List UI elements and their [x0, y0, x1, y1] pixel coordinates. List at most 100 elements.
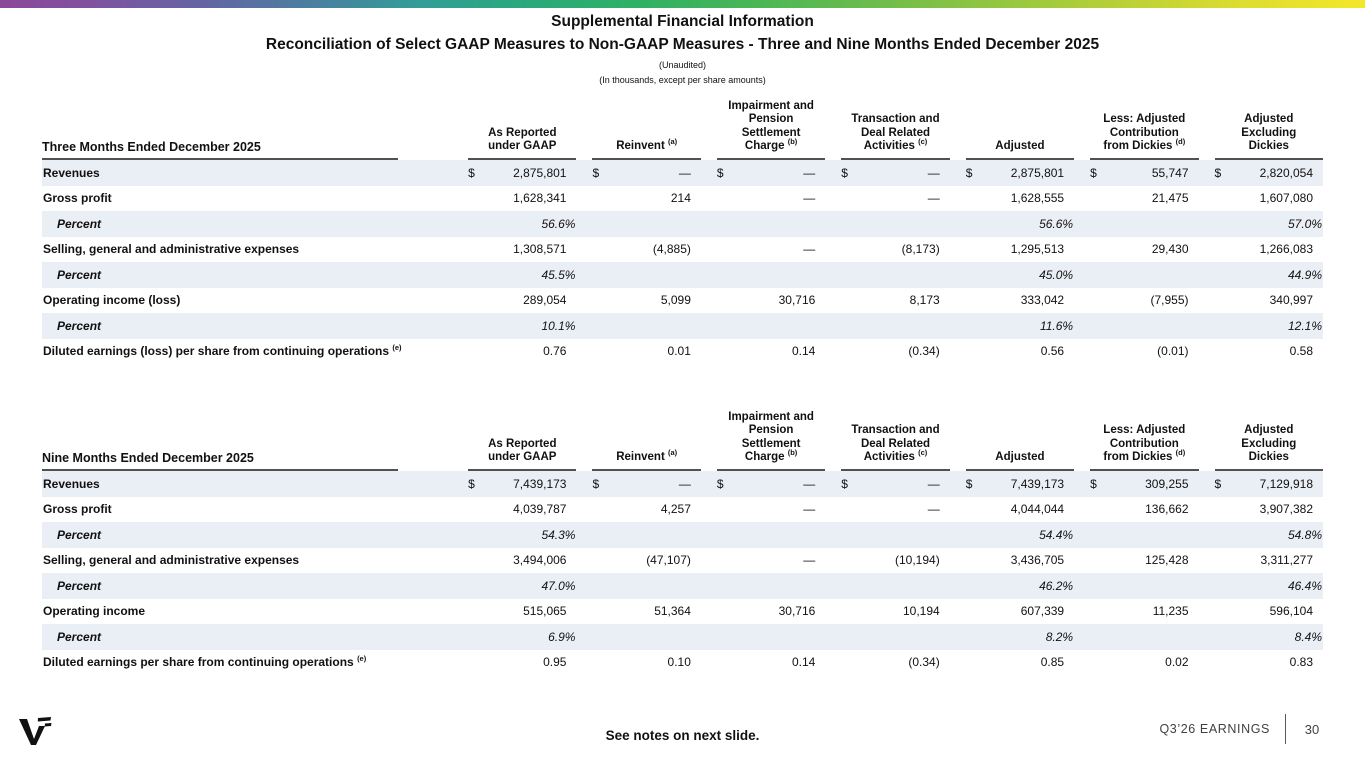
cell-value: 54.8%: [1287, 527, 1322, 542]
cell-value: $7,439,173: [965, 476, 1065, 491]
cell-value: [1074, 211, 1198, 237]
table-row: Diluted earnings per share from continui…: [42, 650, 1323, 676]
table-row: Gross profit 4,039,787 4,257 — — 4,044,044 136…: [42, 497, 1323, 523]
cell-value: [1074, 313, 1198, 339]
dollar-sign: $: [965, 476, 973, 491]
column-header: Adjusted Excluding Dickies: [1199, 96, 1323, 160]
cell-value: 5,099: [660, 293, 691, 308]
cell-value: [825, 522, 949, 548]
cell-value: 29,430: [1151, 242, 1189, 257]
cell-value: [825, 262, 949, 288]
cell-value: 47.0%: [541, 578, 576, 593]
cell-value: (0.01): [1157, 344, 1189, 359]
column-header: Transaction and Deal Related Activities (c…: [825, 96, 950, 160]
cell-value: 45.0%: [1039, 267, 1074, 282]
cell-value: 11,235: [1152, 604, 1189, 619]
cell-value: 214: [670, 191, 691, 206]
row-label: Percent: [57, 578, 102, 593]
cell-value: 10.1%: [541, 318, 576, 333]
cell-value: [701, 313, 825, 339]
row-label: Percent: [57, 318, 102, 333]
cell-value: [825, 624, 949, 650]
cell-value: —: [803, 242, 816, 257]
column-header: As Reported under GAAP: [452, 407, 577, 471]
cell-value: 1,628,341: [513, 191, 567, 206]
cell-value: 45.5%: [541, 267, 576, 282]
cell-value: 54.4%: [1039, 527, 1074, 542]
cell-value: (4,885): [652, 242, 691, 257]
cell-value: 56.6%: [541, 216, 576, 231]
table-row: Percent 47.0% 46.2% 46.4%: [42, 573, 1323, 599]
cell-value: 21,475: [1151, 191, 1189, 206]
column-header: Reinvent (a): [576, 407, 701, 471]
column-header: As Reported under GAAP: [452, 96, 577, 160]
cell-value: 0.14: [791, 344, 816, 359]
dollar-sign: $: [1090, 165, 1097, 180]
cell-value: 12.1%: [1287, 318, 1322, 333]
cell-value: 8.4%: [1294, 629, 1322, 644]
cell-value: 30,716: [778, 604, 816, 619]
table-period-header: Nine Months Ended December 2025: [42, 407, 452, 471]
see-notes-text: See notes on next slide.: [605, 728, 760, 743]
cell-value: [576, 522, 700, 548]
cell-value: 4,039,787: [513, 502, 567, 517]
cell-value: [576, 313, 700, 339]
cell-value: $2,820,054: [1214, 165, 1313, 180]
cell-value: 0.58: [1289, 344, 1313, 359]
cell-value: —: [927, 191, 940, 206]
cell-value: 0.83: [1289, 655, 1313, 670]
cell-value: 3,311,277: [1260, 553, 1314, 568]
cell-value: $ —: [716, 476, 816, 491]
cell-value: [701, 573, 825, 599]
table-row: Diluted earnings (loss) per share from c…: [42, 339, 1323, 365]
cell-value: $ —: [841, 165, 940, 180]
cell-value: [1074, 573, 1198, 599]
table-row: Percent 10.1% 11.6% 12.1%: [42, 313, 1323, 339]
footer-right: Q3’26 EARNINGS 30: [1159, 713, 1323, 745]
cell-value: (47,107): [646, 553, 691, 568]
cell-value: $309,255: [1090, 476, 1189, 491]
cell-value: 8.2%: [1045, 629, 1074, 644]
row-label: Gross profit: [43, 502, 112, 517]
cell-value: 289,054: [523, 293, 567, 308]
cell-value: 46.4%: [1287, 578, 1322, 593]
column-header: Adjusted: [950, 96, 1075, 160]
table-row: Revenues $2,875,801 $ — $ — $ — $2,875,801 $55,74…: [42, 160, 1323, 186]
cell-value: 333,042: [1020, 293, 1065, 308]
column-header: Adjusted Excluding Dickies: [1199, 407, 1323, 471]
cell-value: 6.9%: [548, 629, 576, 644]
table-row: Gross profit 1,628,341 214 — — 1,628,555 21,47…: [42, 186, 1323, 212]
row-label: Gross profit: [43, 191, 112, 206]
dollar-sign: $: [716, 476, 724, 491]
cell-value: [701, 624, 825, 650]
row-label: Percent: [57, 267, 102, 282]
slide-title: Supplemental Financial Information: [551, 13, 814, 30]
three-months-table: Three Months Ended December 2025 As Repor…: [42, 96, 1323, 364]
nine-months-table: Nine Months Ended December 2025 As Report…: [42, 407, 1323, 675]
cell-value: [825, 573, 949, 599]
cell-value: 1,607,080: [1259, 191, 1313, 206]
dollar-sign: $: [468, 476, 475, 491]
title-block: Supplemental Financial Information Recon…: [0, 12, 1365, 85]
cell-value: [576, 211, 700, 237]
column-header: Transaction and Deal Related Activities (c…: [825, 407, 950, 471]
cell-value: $ —: [841, 476, 940, 491]
cell-value: [701, 262, 825, 288]
cell-value: (0.34): [908, 344, 940, 359]
cell-value: [1074, 262, 1198, 288]
table-row: Selling, general and administrative expe…: [42, 548, 1323, 574]
row-label: Percent: [57, 527, 102, 542]
unaudited-note: (Unaudited): [658, 60, 707, 71]
dollar-sign: $: [468, 165, 475, 180]
cell-value: 56.6%: [1039, 216, 1074, 231]
footer-divider: [1285, 714, 1286, 744]
row-label: Selling, general and administrative expe…: [43, 242, 300, 257]
cell-value: —: [803, 502, 816, 517]
column-header: Impairment and Pension Settlement Charge (b…: [701, 96, 826, 160]
row-label: Diluted earnings per share from continui…: [43, 654, 367, 670]
cell-value: 1,308,571: [513, 242, 567, 257]
cell-value: $ —: [716, 165, 816, 180]
table-period-header: Three Months Ended December 2025: [42, 96, 452, 160]
dollar-sign: $: [592, 476, 600, 491]
cell-value: [576, 624, 700, 650]
